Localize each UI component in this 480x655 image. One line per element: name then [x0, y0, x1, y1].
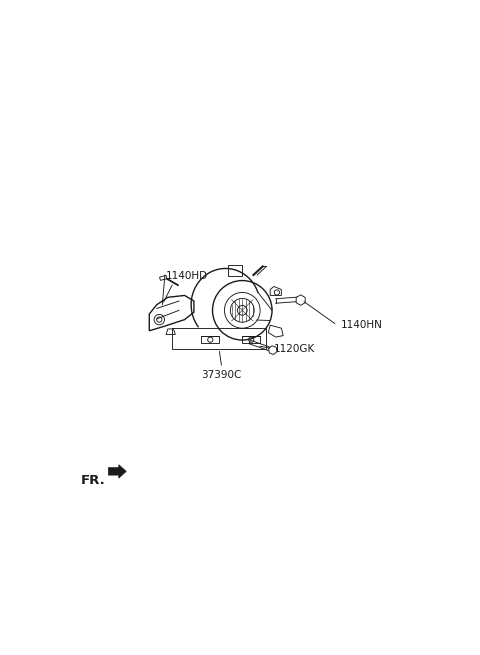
Bar [172, 328, 266, 348]
Text: 1140HN: 1140HN [341, 320, 383, 330]
Text: 37390C: 37390C [202, 370, 242, 380]
Bar [242, 337, 260, 343]
Text: 1140HD: 1140HD [166, 271, 208, 280]
Polygon shape [269, 346, 277, 354]
Polygon shape [108, 464, 126, 478]
Polygon shape [296, 295, 305, 305]
Text: 1120GK: 1120GK [274, 344, 315, 354]
Bar [202, 337, 219, 343]
Text: FR.: FR. [81, 474, 105, 487]
Bar [159, 275, 167, 280]
